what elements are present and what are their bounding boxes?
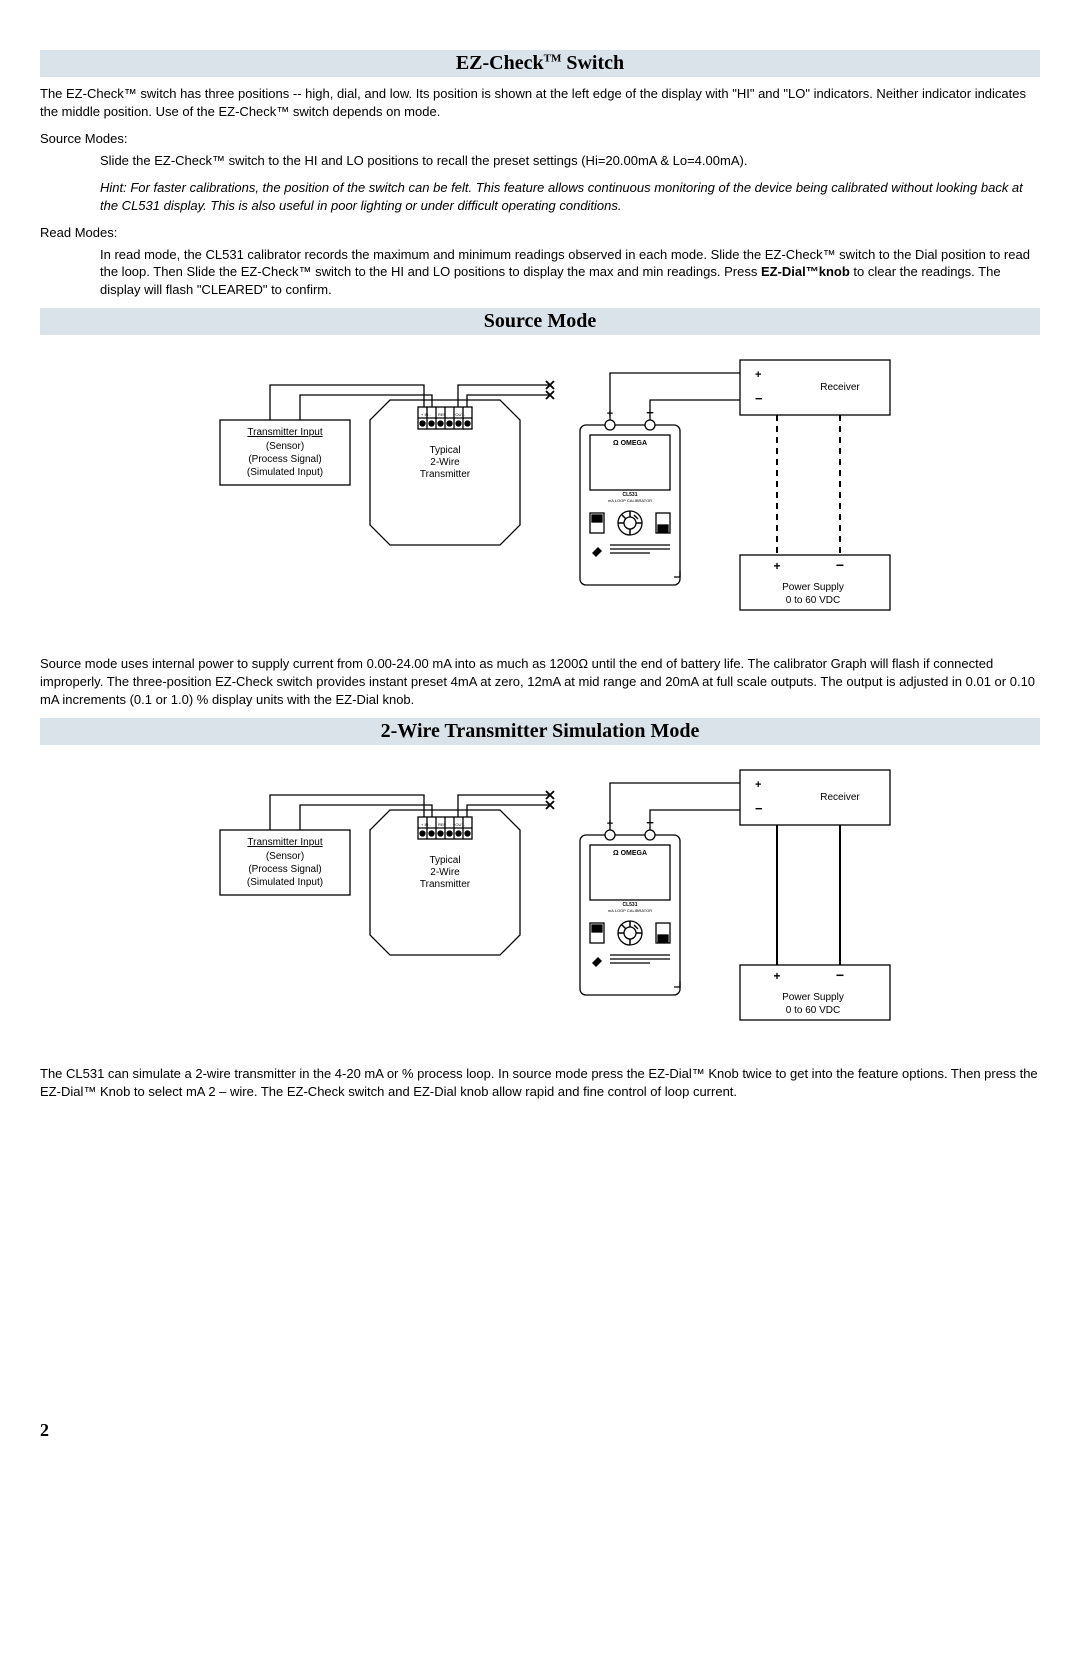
svg-text:Ω OMEGA: Ω OMEGA: [613, 440, 647, 447]
lbl-sim: (Simulated Input): [247, 467, 323, 478]
svg-text:−: −: [755, 801, 763, 816]
lbl2-ps: Power Supply: [782, 992, 844, 1003]
source-mode-diagram: Transmitter Input (Sensor) (Process Sign…: [40, 345, 1040, 635]
lbl2-trans: Transmitter: [420, 879, 471, 890]
lbl-2wire: 2-Wire: [430, 457, 460, 468]
lbl-omega-sym: Ω: [613, 440, 619, 447]
lbl2-transmitter-input: Transmitter Input: [247, 837, 322, 848]
lbl2-model-sub: mA LOOP CALIBRATOR: [608, 908, 652, 913]
section-header-source: Source Mode: [40, 308, 1040, 335]
read-modes-body: In read mode, the CL531 calibrator recor…: [100, 246, 1040, 299]
lbl-omega: OMEGA: [621, 440, 647, 447]
sim-diagram-svg: Transmitter Input (Sensor) (Process Sign…: [180, 755, 900, 1045]
svg-text:+: +: [755, 369, 761, 381]
tm-mark: TM: [544, 52, 562, 64]
lbl2-omega: OMEGA: [621, 850, 647, 857]
svg-text:+OUT-: +OUT-: [453, 412, 466, 417]
svg-text:−: −: [755, 391, 763, 406]
sim-mode-diagram: Transmitter Input (Sensor) (Process Sign…: [40, 755, 1040, 1045]
lbl-sensor: (Sensor): [266, 441, 304, 452]
lbl-typical: Typical: [429, 445, 460, 456]
lbl2-receiver: Receiver: [820, 792, 860, 803]
lbl2-omega-sym: Ω: [613, 850, 619, 857]
read-bold: EZ-Dial™knob: [761, 264, 850, 279]
svg-text:+OUT-: +OUT-: [453, 822, 466, 827]
lbl2-typical: Typical: [429, 855, 460, 866]
header-text: EZ-Check: [456, 52, 544, 74]
svg-text:+ IN -: + IN -: [421, 822, 432, 827]
source-mode-text: Source mode uses internal power to suppl…: [40, 655, 1040, 708]
svg-text:+: +: [773, 559, 780, 573]
source-hint: Hint: For faster calibrations, the posit…: [100, 179, 1040, 214]
lbl-ps: Power Supply: [782, 582, 844, 593]
source-modes-label: Source Modes:: [40, 130, 1040, 148]
lbl-psv: 0 to 60 VDC: [786, 595, 840, 606]
svg-text:−: −: [836, 557, 844, 573]
sim-mode-text: The CL531 can simulate a 2-wire transmit…: [40, 1065, 1040, 1100]
section-header-ezcheck: EZ-CheckTM Switch: [40, 50, 1040, 77]
svg-text:+ IN -: + IN -: [421, 412, 432, 417]
lbl-transmitter-input: Transmitter Input: [247, 427, 322, 438]
lbl2-sim: (Simulated Input): [247, 877, 323, 888]
svg-text:+: +: [755, 779, 761, 791]
section-header-sim: 2-Wire Transmitter Simulation Mode: [40, 718, 1040, 745]
svg-text:REF: REF: [438, 822, 447, 827]
ezcheck-intro: The EZ-Check™ switch has three positions…: [40, 85, 1040, 120]
lbl-process: (Process Signal): [248, 454, 321, 465]
lbl2-2wire: 2-Wire: [430, 867, 460, 878]
lbl2-process: (Process Signal): [248, 864, 321, 875]
read-modes-label: Read Modes:: [40, 224, 1040, 242]
lbl-trans: Transmitter: [420, 469, 471, 480]
svg-text:REF: REF: [438, 412, 447, 417]
svg-text:−: −: [836, 967, 844, 983]
page-number: 2: [40, 1420, 1040, 1441]
svg-text:Ω OMEGA: Ω OMEGA: [613, 850, 647, 857]
header-suffix: Switch: [561, 52, 624, 74]
lbl2-sensor: (Sensor): [266, 851, 304, 862]
source-diagram-svg: Transmitter Input (Sensor) (Process Sign…: [180, 345, 900, 635]
lbl-model-sub: mA LOOP CALIBRATOR: [608, 498, 652, 503]
lbl2-psv: 0 to 60 VDC: [786, 1005, 840, 1016]
source-modes-body: Slide the EZ-Check™ switch to the HI and…: [100, 152, 1040, 170]
svg-text:+: +: [773, 969, 780, 983]
lbl-receiver: Receiver: [820, 382, 860, 393]
